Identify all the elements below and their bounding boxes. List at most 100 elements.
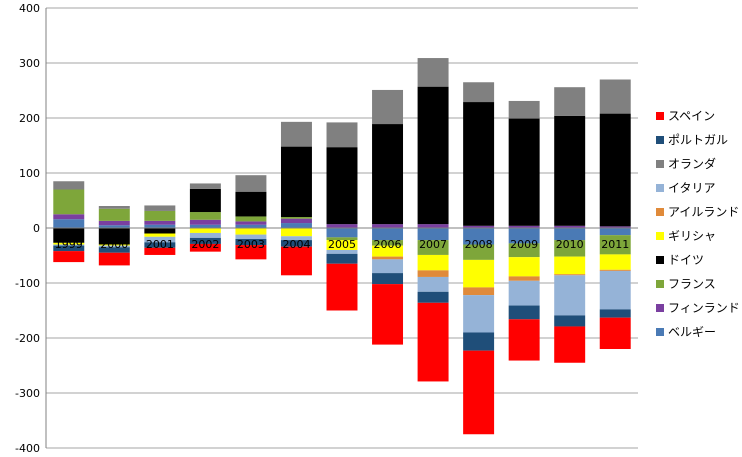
bar-segment	[326, 122, 358, 148]
legend-label: ドイツ	[668, 253, 704, 267]
x-tick-label: 2008	[465, 238, 493, 251]
legend-swatch	[656, 232, 664, 240]
y-tick-label: -400	[15, 442, 40, 455]
bar-segment	[280, 218, 312, 224]
bar-segment	[235, 239, 267, 246]
legend: スペインポルトガルオランダイタリアアイルランドギリシャドイツフランスフィンランド…	[656, 109, 740, 339]
bar-segment	[554, 275, 586, 316]
y-axis-tick-labels: -400 -300 -200 -100 0 100 200 300 400	[15, 2, 40, 455]
bar-segment	[417, 276, 449, 292]
x-tick-label: 2007	[419, 238, 447, 251]
bar-segment	[53, 214, 85, 220]
bar-segment	[554, 87, 586, 116]
bar-segment	[326, 237, 358, 241]
legend-item: フランス	[656, 277, 716, 291]
bar-segment	[417, 240, 449, 255]
bar-segment	[189, 243, 221, 252]
bar-segment	[599, 317, 631, 349]
x-tick-label: 2003	[237, 238, 265, 251]
legend-label: フィンランド	[668, 301, 740, 315]
bar-segment	[554, 274, 586, 276]
bar-segment	[372, 245, 404, 257]
x-axis-tick-labels: 1999 2000 2001 2002 2003 2004 2005 2006 2007 2008…	[55, 238, 629, 251]
bar-segment	[326, 240, 358, 250]
axes	[45, 8, 638, 448]
legend-label: フランス	[668, 277, 716, 291]
bar-segment	[53, 245, 85, 252]
y-tick-label: -100	[15, 277, 40, 290]
legend-swatch	[656, 280, 664, 288]
legend-label: スペイン	[668, 109, 715, 123]
bar-segment	[599, 254, 631, 270]
bar-segment	[235, 221, 267, 225]
bar-segment	[508, 118, 540, 226]
bar-segment	[326, 263, 358, 311]
bar-segment	[599, 79, 631, 114]
legend-label: オランダ	[668, 156, 716, 171]
bar-segment	[554, 315, 586, 327]
x-tick-label: 2004	[282, 238, 310, 251]
bar-segment	[53, 244, 85, 246]
bar-segment	[554, 115, 586, 226]
legend-item: オランダ	[656, 156, 716, 171]
bar-segment	[599, 269, 631, 271]
bar-segment	[417, 291, 449, 303]
bar-segment	[599, 113, 631, 227]
bar-segment	[463, 287, 495, 296]
bar-segment	[372, 256, 404, 260]
bar-segment	[463, 295, 495, 333]
x-tick-label: 2009	[510, 238, 538, 251]
bar-segment	[554, 228, 586, 241]
bar-segment	[463, 225, 495, 228]
bar-segment	[53, 242, 85, 245]
y-tick-label: 0	[33, 222, 40, 235]
bar-segment	[508, 319, 540, 361]
bar-segment	[508, 305, 540, 320]
bar-segment	[280, 240, 312, 247]
bar-segment	[599, 270, 631, 310]
bar-segment	[98, 208, 130, 221]
bar-segment	[280, 217, 312, 219]
bar-segment	[53, 228, 85, 243]
bar-segment	[508, 280, 540, 306]
legend-item: イタリア	[656, 181, 716, 195]
bar-segment	[508, 257, 540, 277]
x-tick-label: 2006	[374, 238, 402, 251]
legend-item: スペイン	[656, 109, 715, 123]
y-tick-label: -200	[15, 332, 40, 345]
y-tick-label: 100	[19, 167, 40, 180]
legend-swatch	[656, 184, 664, 192]
bar-segment	[235, 175, 267, 192]
bar-segment	[599, 226, 631, 228]
legend-item: ポルトガル	[656, 133, 728, 147]
bar-segment	[599, 228, 631, 236]
bar-segment	[53, 251, 85, 263]
bar-segment	[235, 191, 267, 217]
bar-segment	[372, 89, 404, 125]
bar-segment	[599, 309, 631, 318]
bar-segment	[508, 228, 540, 244]
bar-segment	[144, 233, 176, 237]
bar-segment	[326, 147, 358, 225]
bar-segment	[189, 219, 221, 225]
legend-item: ベルギー	[656, 325, 716, 339]
bar-segment	[417, 254, 449, 271]
bar-segment	[372, 259, 404, 274]
bar-segment	[144, 220, 176, 225]
bar-segment	[463, 259, 495, 288]
bar-segment	[189, 232, 221, 238]
bar-segment	[189, 183, 221, 189]
bar-segment	[144, 247, 176, 255]
bar-segment	[417, 86, 449, 225]
bar-segment	[372, 124, 404, 225]
bar-segment	[554, 225, 586, 228]
y-tick-label: 300	[19, 57, 40, 70]
bar-segment	[235, 228, 267, 235]
legend-swatch	[656, 136, 664, 144]
bar-segment	[144, 210, 176, 221]
bar-segment	[53, 181, 85, 190]
bar-segment	[463, 332, 495, 351]
y-tick-label: 200	[19, 112, 40, 125]
bar-segment	[417, 224, 449, 228]
